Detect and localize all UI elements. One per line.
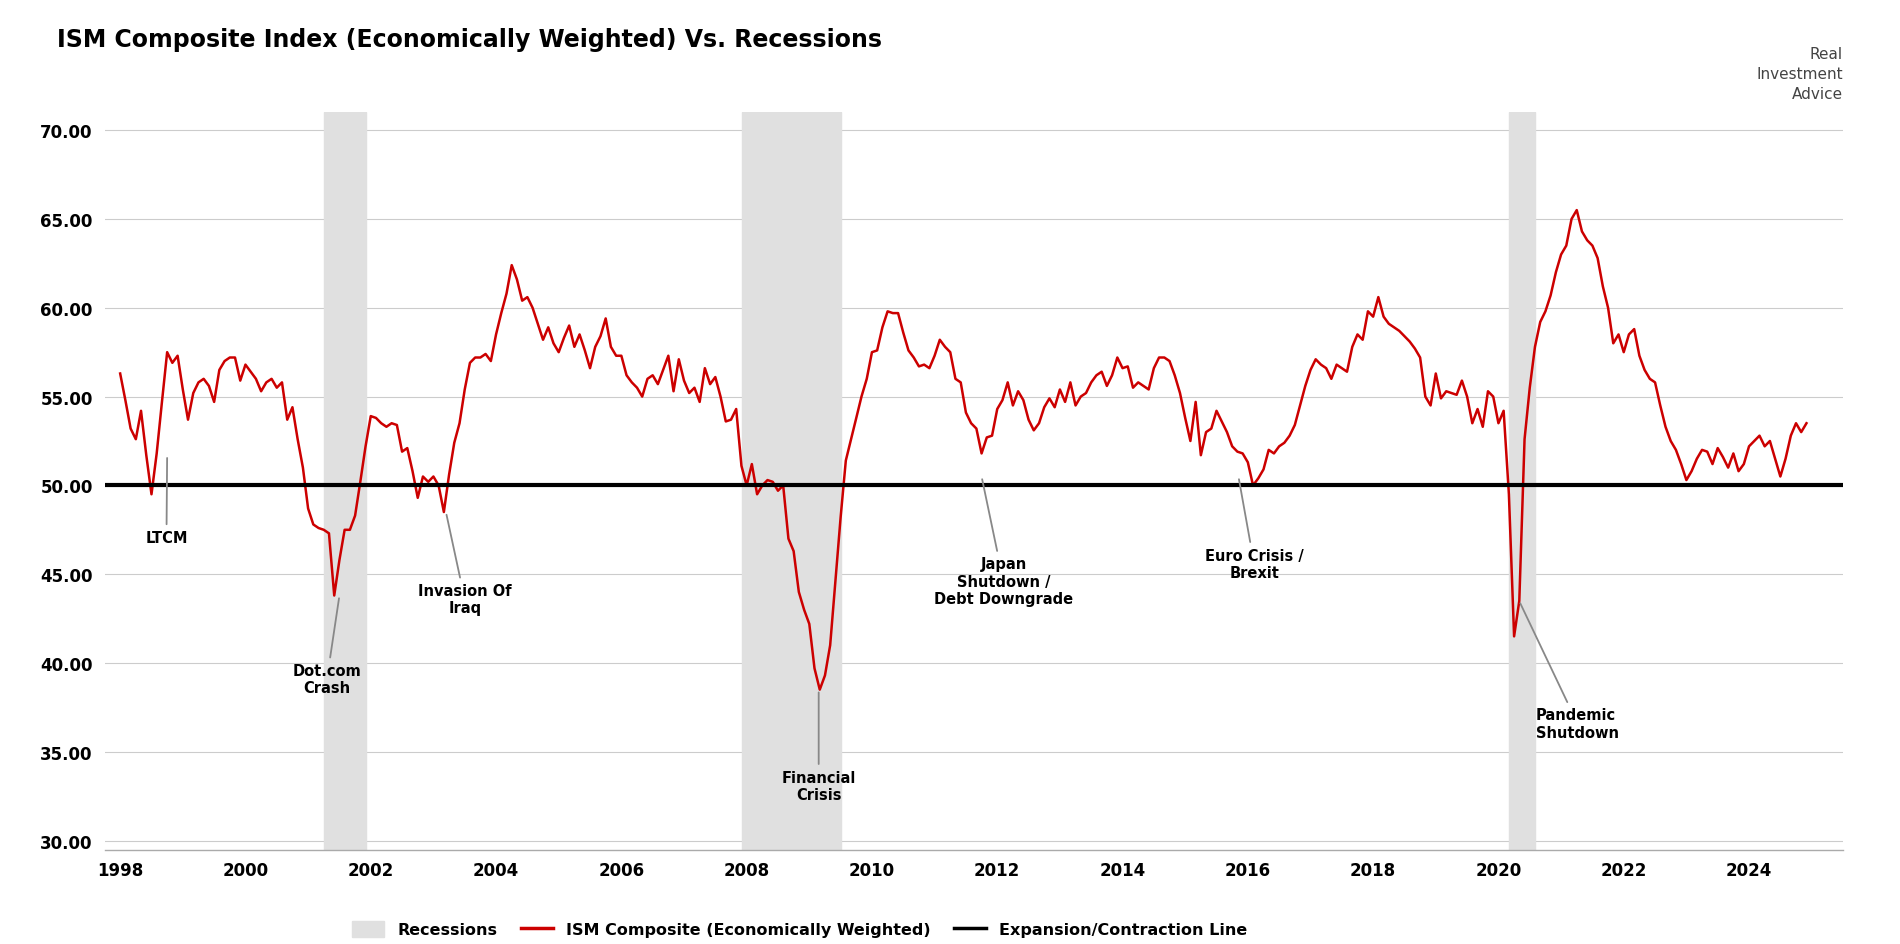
Text: LTCM: LTCM (144, 459, 188, 546)
Text: Pandemic
Shutdown: Pandemic Shutdown (1520, 604, 1619, 740)
Text: Japan
Shutdown /
Debt Downgrade: Japan Shutdown / Debt Downgrade (935, 480, 1073, 607)
Text: Financial
Crisis: Financial Crisis (781, 693, 855, 802)
Bar (323, 113, 365, 850)
Bar (741, 113, 840, 850)
Text: Real
Investment
Advice: Real Investment Advice (1756, 47, 1843, 102)
Text: Invasion Of
Iraq: Invasion Of Iraq (418, 515, 511, 615)
Text: Euro Crisis /
Brexit: Euro Crisis / Brexit (1205, 480, 1303, 581)
Bar (1509, 113, 1535, 850)
Legend: Recessions, ISM Composite (Economically Weighted), Expansion/Contraction Line: Recessions, ISM Composite (Economically … (352, 920, 1248, 937)
Text: Dot.com
Crash: Dot.com Crash (293, 598, 361, 696)
Text: ISM Composite Index (Economically Weighted) Vs. Recessions: ISM Composite Index (Economically Weight… (57, 28, 882, 52)
